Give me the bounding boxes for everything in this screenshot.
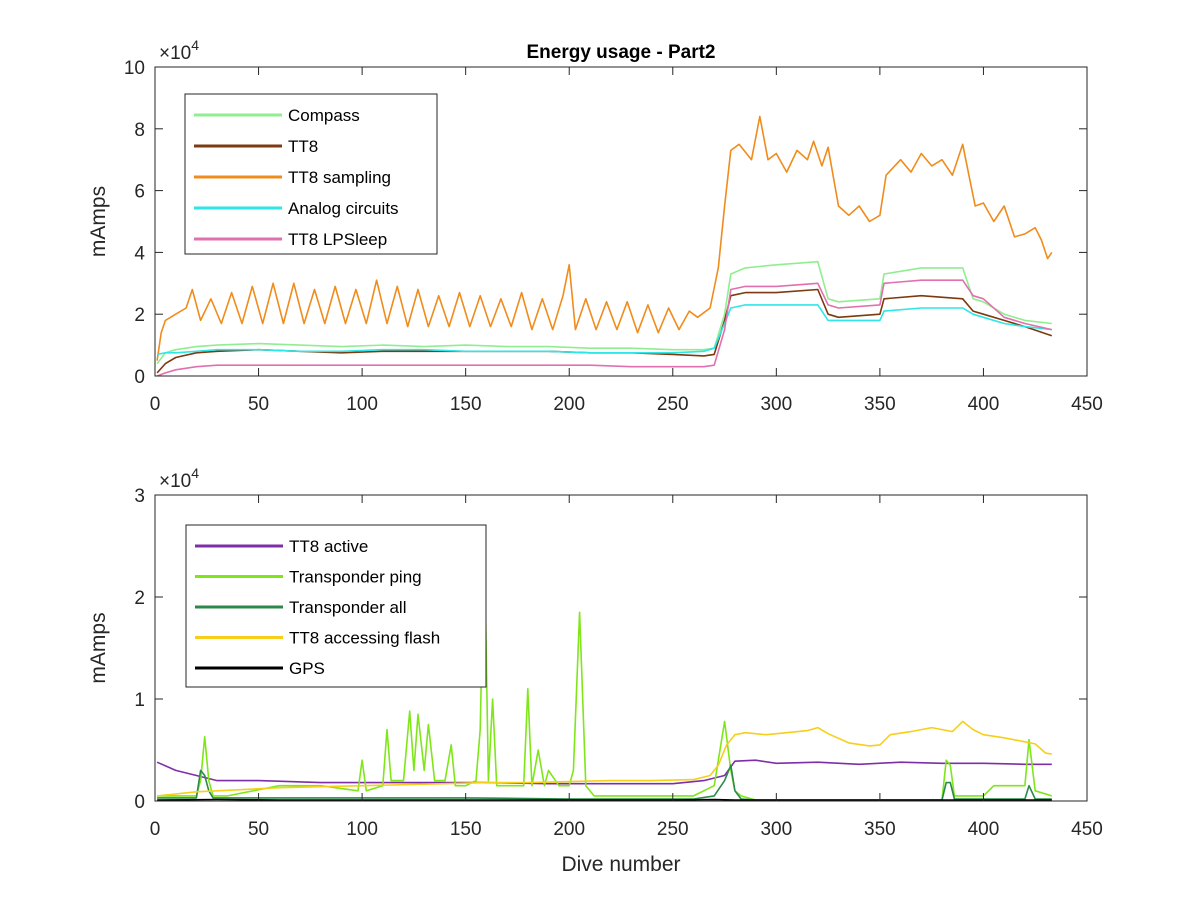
series-group xyxy=(156,115,1053,376)
legend-entry: TT8 sampling xyxy=(288,168,391,187)
legend-entry: Compass xyxy=(288,106,360,125)
x-tick-label: 150 xyxy=(450,819,482,840)
legend-entry: Analog circuits xyxy=(288,199,399,218)
legend-entry: Transponder all xyxy=(289,598,407,617)
x-tick-label: 100 xyxy=(346,394,378,415)
x-tick-label: 400 xyxy=(968,394,1000,415)
y-tick-label: 4 xyxy=(134,243,145,264)
series-line-tt8-active xyxy=(156,759,1052,785)
x-tick-label: 200 xyxy=(553,819,585,840)
x-tick-label: 400 xyxy=(968,819,1000,840)
legend-entry: Transponder ping xyxy=(289,568,422,587)
y-tick-label: 2 xyxy=(134,588,145,609)
x-tick-label: 250 xyxy=(657,394,689,415)
chart-title: Energy usage - Part2 xyxy=(526,42,715,63)
y-tick-label: 3 xyxy=(134,486,145,507)
series-line-tt8-lpsleep xyxy=(156,279,1052,376)
y-axis-label: mAmps xyxy=(87,612,110,683)
y-tick-label: 10 xyxy=(124,58,145,79)
x-tick-label: 350 xyxy=(864,394,896,415)
x-tick-label: 450 xyxy=(1071,819,1103,840)
x-tick-label: 250 xyxy=(657,819,689,840)
axes-box xyxy=(154,494,1088,802)
legend-entry: TT8 active xyxy=(289,537,368,556)
axes-box xyxy=(154,66,1088,377)
plot-1: 0 50 100 150 200 250 300 350 400 450 0 2 4 6 8 10 ×104 mA… xyxy=(87,37,1103,415)
y-tick-label: 6 xyxy=(134,182,145,203)
y-exponent-label: ×104 xyxy=(159,37,199,64)
x-tick-label: 100 xyxy=(346,819,378,840)
x-axis-label: Dive number xyxy=(561,853,680,876)
legend-entry: TT8 accessing flash xyxy=(289,629,440,648)
x-tick-label: 300 xyxy=(760,394,792,415)
series-line-analog-circuits xyxy=(156,304,1052,356)
y-tick-label: 0 xyxy=(134,792,145,813)
y-tick-label: 0 xyxy=(134,367,145,388)
series-line-transponder-ping xyxy=(157,540,1053,801)
x-tick-label: 300 xyxy=(760,819,792,840)
legend-entry: GPS xyxy=(289,659,325,678)
legend: Compass TT8 TT8 sampling Analog circuits TT8… xyxy=(184,93,438,255)
x-tick-label: 200 xyxy=(553,394,585,415)
x-tick-label: 0 xyxy=(150,394,161,415)
plot-2: 0 50 100 150 200 250 300 350 400 450 0 1 2 3 ×104 mAmps… xyxy=(87,465,1103,876)
y-tick-label: 2 xyxy=(134,305,145,326)
series-line-tt8-sampling xyxy=(156,115,1053,361)
y-exponent-label: ×104 xyxy=(159,465,199,492)
legend: TT8 active Transponder ping Transponder al… xyxy=(185,524,487,688)
series-line-gps xyxy=(157,798,1052,801)
legend-entry: TT8 xyxy=(288,137,318,156)
legend-entry: TT8 LPSleep xyxy=(288,230,387,249)
x-tick-label: 50 xyxy=(248,819,269,840)
legend-box xyxy=(184,93,438,255)
y-axis-label: mAmps xyxy=(87,186,110,257)
series-line-tt8-accessing-flash xyxy=(157,720,1052,797)
x-tick-label: 50 xyxy=(248,394,269,415)
y-tick-label: 8 xyxy=(134,120,145,141)
x-tick-label: 0 xyxy=(150,819,161,840)
x-tick-label: 150 xyxy=(450,394,482,415)
y-tick-label: 1 xyxy=(134,690,145,711)
x-tick-label: 450 xyxy=(1071,394,1103,415)
x-tick-label: 350 xyxy=(864,819,896,840)
